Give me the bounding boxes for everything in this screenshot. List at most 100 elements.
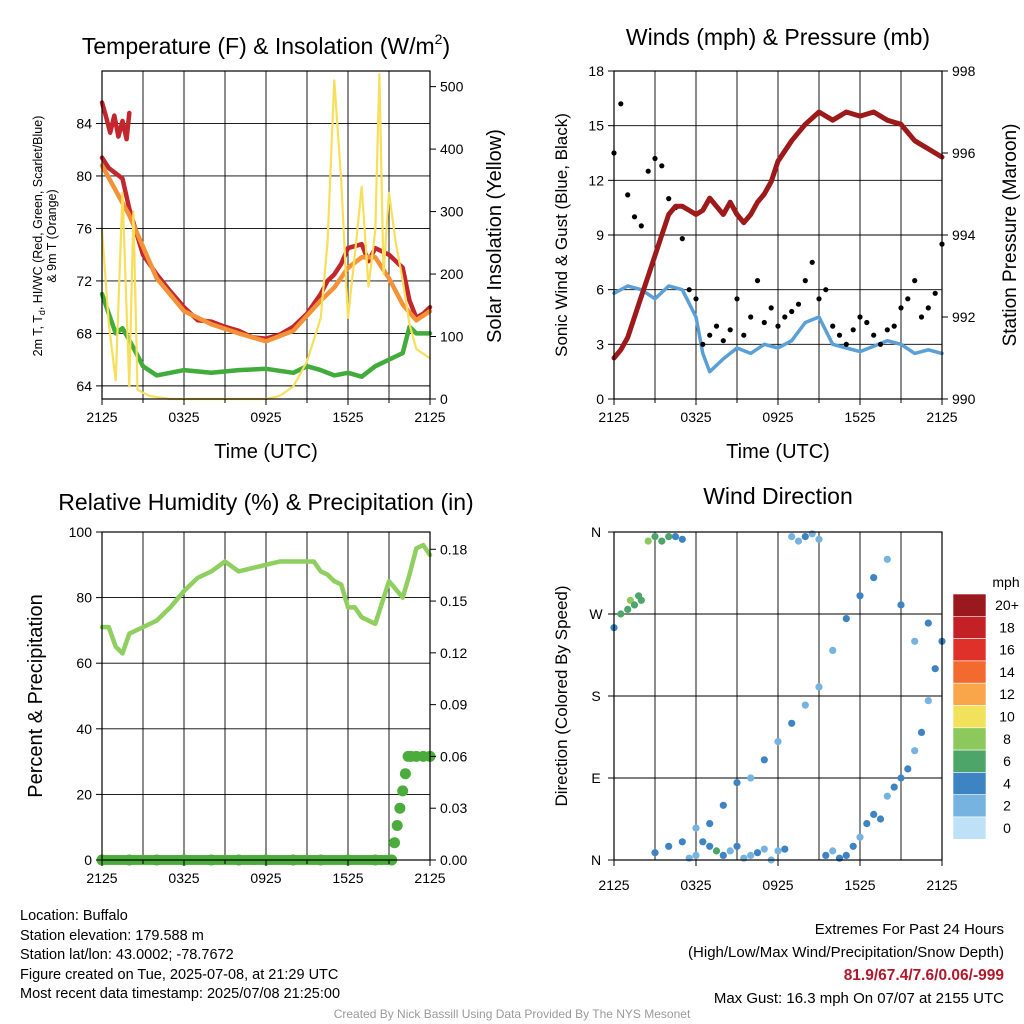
gust-point [871,332,877,338]
colorbar-swatch [952,615,987,639]
y2-tick-label: 300 [440,204,464,220]
y-tick-label: 20 [76,786,92,802]
direction-point [870,810,878,819]
gust-point [713,323,720,329]
y2-tick-label: 0.06 [440,748,467,764]
winds-ylabel-right: Station Pressure (Maroon) [1000,124,1021,347]
winds-xlabel: Time (UTC) [726,441,830,463]
y2-tick-label: 0.03 [440,800,467,816]
series-line-2m-t [99,155,433,341]
gust-point [625,192,631,198]
gust-point [891,323,897,329]
humidity-ylabel-left: Percent & Precipitation [25,594,47,797]
y2-tick-label: 0.09 [440,697,467,713]
precip-point [397,785,409,797]
direction-point [706,820,714,828]
x-tick-label: 0325 [680,409,711,425]
direction-point [658,537,666,545]
y-tick-label: W [589,606,603,622]
colorbar-swatch [952,794,987,818]
direction-ylabel-left: Direction (Colored By Speed) [552,585,571,806]
direction-point [801,533,809,541]
direction-point [774,847,782,855]
gust-point [912,278,918,284]
y-tick-label: S [591,688,600,704]
direction-point [849,842,857,850]
colorbar-label: 10 [999,709,1015,725]
gust-point [686,287,692,293]
colorbar-swatch [952,638,987,662]
y2-tick-label: 990 [952,391,976,407]
direction-point [856,592,864,600]
colorbar-label: 12 [999,686,1015,702]
humidity-gridlines [102,532,430,860]
direction-point [788,719,796,727]
y2-tick-label: 998 [952,63,976,79]
direction-point [890,783,898,791]
gust-point [775,323,781,329]
direction-point [719,801,727,809]
direction-point [719,851,727,860]
x-tick-label: 2125 [86,409,117,425]
y-tick-label: 80 [76,168,92,184]
temperature-series [99,72,433,401]
colorbar-label: 2 [1003,798,1011,814]
gust-point [802,278,808,284]
temperature-title: Temperature (F) & Insolation (W/m2) [82,31,450,59]
speed-colorbar: 20+ 18 16 14 12 10 8 6 4 2 0 [952,593,1019,840]
station-latlon: Station lat/lon: 43.0002; -78.7672 [20,947,234,964]
gust-point [795,301,802,307]
y2-tick-label: 0.12 [440,645,467,661]
gust-point [748,314,754,320]
direction-point [794,537,803,545]
x-tick-label: 0925 [762,409,793,425]
series-line-pressure [611,109,945,361]
direction-point [712,847,721,855]
x-tick-label: 1525 [844,409,875,425]
x-tick-label: 2125 [414,409,445,425]
precip-point [389,837,400,849]
gust-point [618,101,624,107]
x-tick-label: 0925 [250,870,281,886]
gust-point [843,341,849,347]
y-tick-label: 0 [84,852,92,868]
winds-title: Winds (mph) & Pressure (mb) [626,24,930,50]
y-tick-label: 100 [69,524,93,540]
y-tick-label: 40 [76,721,92,737]
x-tick-label: 0325 [680,877,711,893]
precip-point [394,802,406,814]
direction-point [931,665,939,673]
direction-point [829,646,837,655]
y-tick-label: 80 [76,590,92,606]
y-tick-label: 64 [76,378,92,394]
y-tick-label: 3 [596,336,604,352]
direction-point [740,854,748,862]
direction-point [665,842,673,850]
direction-point [747,851,755,860]
gust-point [789,308,795,315]
direction-point [822,851,830,860]
direction-point [706,842,714,850]
direction-title: Wind Direction [703,483,853,509]
extremes-values: 81.9/67.4/7.6/0.06/-999 [843,967,1004,984]
direction-gridlines [614,532,942,860]
direction-point [911,637,919,645]
direction-point [644,537,652,545]
humidity-panel: Relative Humidity (%) & Precipitation (i… [25,489,474,886]
gust-point [864,319,870,326]
y2-tick-label: 200 [440,266,464,282]
colorbar-swatch [952,593,987,617]
gust-point [761,319,767,326]
x-tick-label: 0925 [762,877,793,893]
direction-point [637,596,645,604]
direction-panel: Wind Direction N E S W N 2125 0325 0925 1525 2125… [552,483,1020,893]
station-location: Location: Buffalo [20,908,128,924]
direction-point [870,574,878,582]
gust-point [645,168,651,174]
colorbar-title: mph [992,574,1019,590]
temperature-panel: Temperature (F) & Insolation (W/m2) 2125… [31,31,506,463]
gust-point [666,196,672,202]
gust-point [830,323,836,329]
winds-panel: Winds (mph) & Pressure (mb) 2125 0325 0925… [552,24,1021,463]
direction-point [626,596,635,604]
